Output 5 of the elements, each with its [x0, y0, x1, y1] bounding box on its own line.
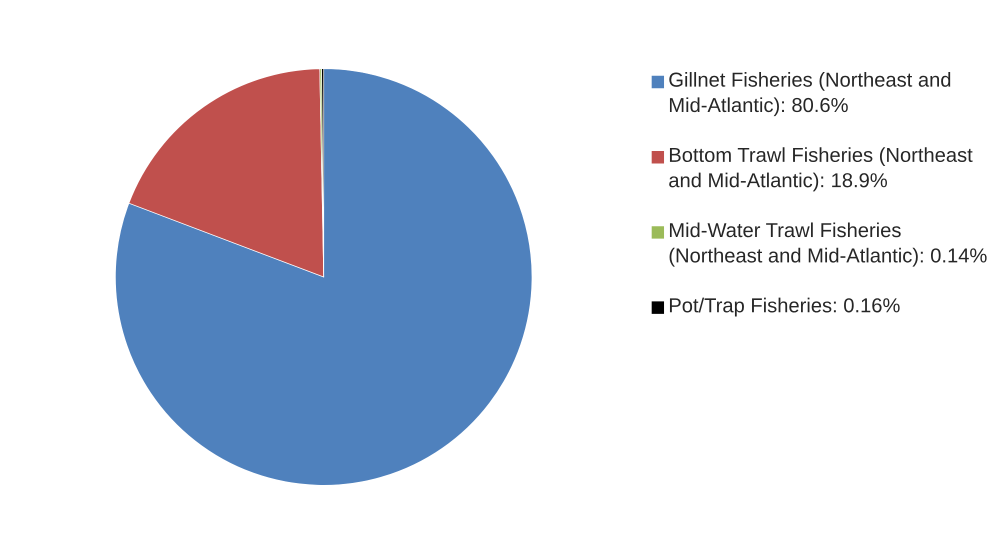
pie-slice — [115, 68, 532, 486]
legend-label: Mid-Water Trawl Fisheries (Northeast and Mid-Atlantic): 0.14% — [670, 222, 987, 267]
legend-label: Pot/Trap Fisheries: 0.16% — [670, 298, 900, 316]
legend-label: Bottom Trawl Fisheries (Northeast and Mid-Atlantic): 18.9% — [669, 147, 973, 192]
legend-label: Gillnet Fisheries (Northeast and Mid-Atlantic): 80.6% — [669, 72, 950, 116]
